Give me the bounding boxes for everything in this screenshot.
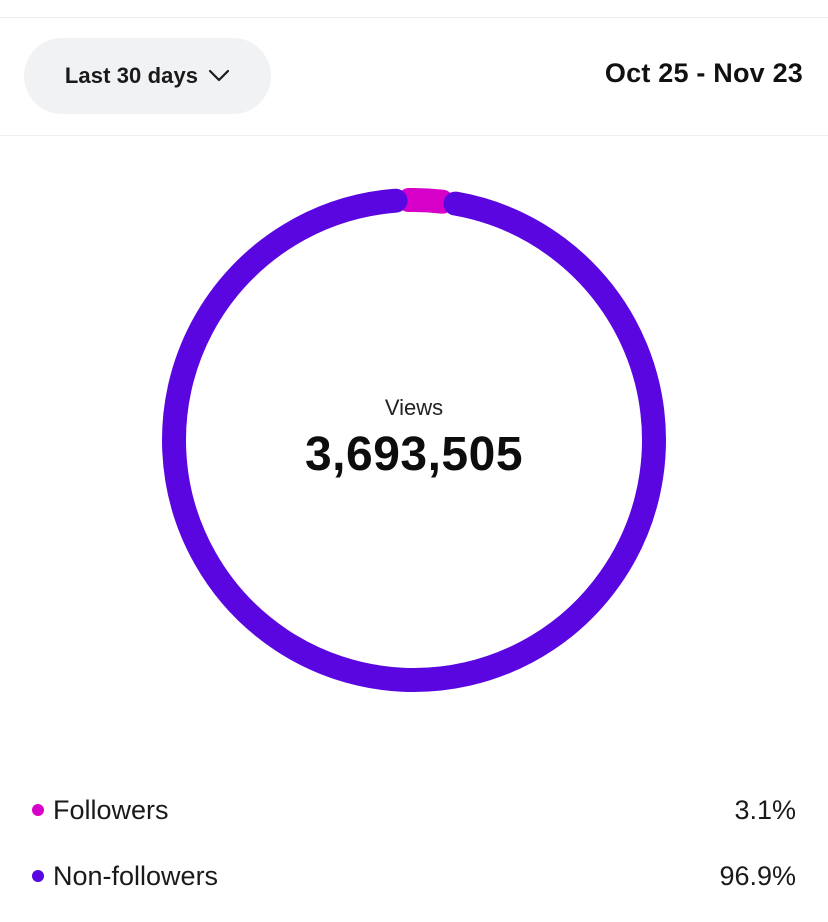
donut-segment-non-followers [162,188,666,692]
legend-value-followers: 3.1% [734,794,796,825]
donut-center: Views 3,693,505 [150,176,678,704]
views-donut-chart: Views 3,693,505 [150,176,678,704]
date-range-dropdown-label: Last 30 days [64,63,199,88]
chevron-down-icon [209,69,230,82]
date-range-dropdown[interactable]: Last 30 days [24,38,271,114]
legend-row-non-followers: Non-followers 96.9% [30,856,796,896]
top-divider [0,17,828,18]
date-range-text: Oct 25 - Nov 23 [604,58,803,88]
legend-value-non-followers: 96.9% [719,860,796,891]
filter-bar: Last 30 days Oct 25 - Nov 23 [0,18,828,136]
donut-segment-followers [396,188,455,214]
legend-label-followers: Followers [53,794,169,825]
views-total: 3,693,505 [304,427,524,481]
views-title: Views [384,394,444,420]
donut-svg [162,188,666,692]
legend-row-followers: Followers 3.1% [30,790,796,830]
non-followers-dot-icon [32,870,44,882]
legend-label-non-followers: Non-followers [53,860,219,891]
followers-dot-icon [32,804,44,816]
